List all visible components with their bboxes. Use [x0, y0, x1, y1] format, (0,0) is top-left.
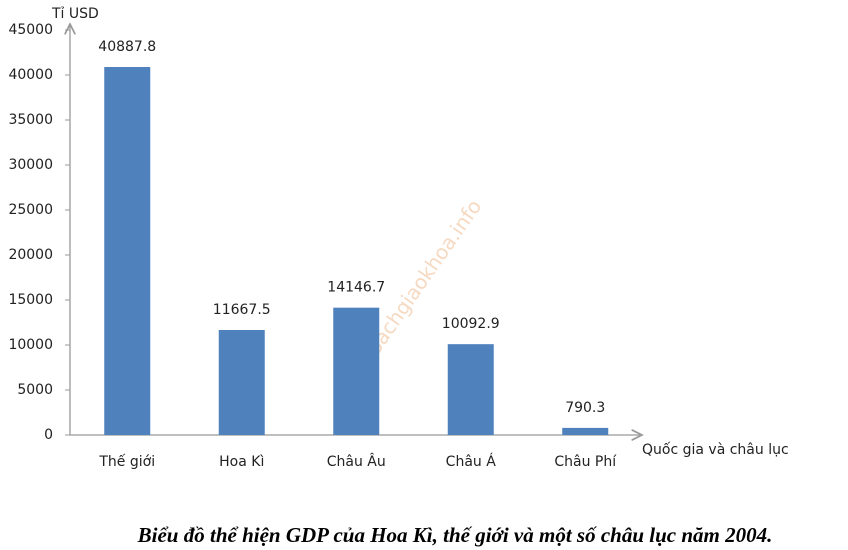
value-label: 14146.7: [327, 280, 385, 296]
bar: [104, 67, 151, 435]
x-tick-label: Thế giới: [98, 453, 155, 470]
watermark: Sachgiaokhoa.info: [361, 195, 486, 359]
bar: [447, 344, 494, 435]
y-tick-label: 30000: [8, 157, 53, 173]
y-tick-label: 45000: [8, 22, 53, 38]
chart-title: Biểu đồ thể hiện GDP của Hoa Kì, thế giớ…: [137, 523, 773, 547]
x-tick-label: Hoa Kì: [219, 454, 264, 470]
y-tick-label: 15000: [8, 292, 53, 308]
x-tick-label: Châu Phí: [554, 454, 617, 470]
y-tick-label: 35000: [8, 112, 53, 128]
bar: [333, 307, 380, 435]
x-tick-label: Châu Á: [446, 453, 497, 470]
value-label: 11667.5: [213, 302, 271, 318]
y-tick-label: 40000: [8, 67, 53, 83]
bar: [218, 329, 265, 435]
y-tick-label: 10000: [8, 337, 53, 353]
y-tick-label: 20000: [8, 247, 53, 263]
y-tick-label: 25000: [8, 202, 53, 218]
x-axis-label: Quốc gia và châu lục: [642, 441, 789, 458]
value-label: 10092.9: [442, 316, 500, 332]
value-label: 790.3: [565, 400, 605, 416]
value-label: 40887.8: [98, 39, 156, 55]
y-tick-label: 0: [44, 427, 53, 443]
bar: [562, 427, 609, 435]
y-axis-label: Tỉ USD: [51, 6, 99, 22]
y-tick-label: 5000: [17, 382, 53, 398]
x-tick-label: Châu Âu: [327, 452, 386, 470]
